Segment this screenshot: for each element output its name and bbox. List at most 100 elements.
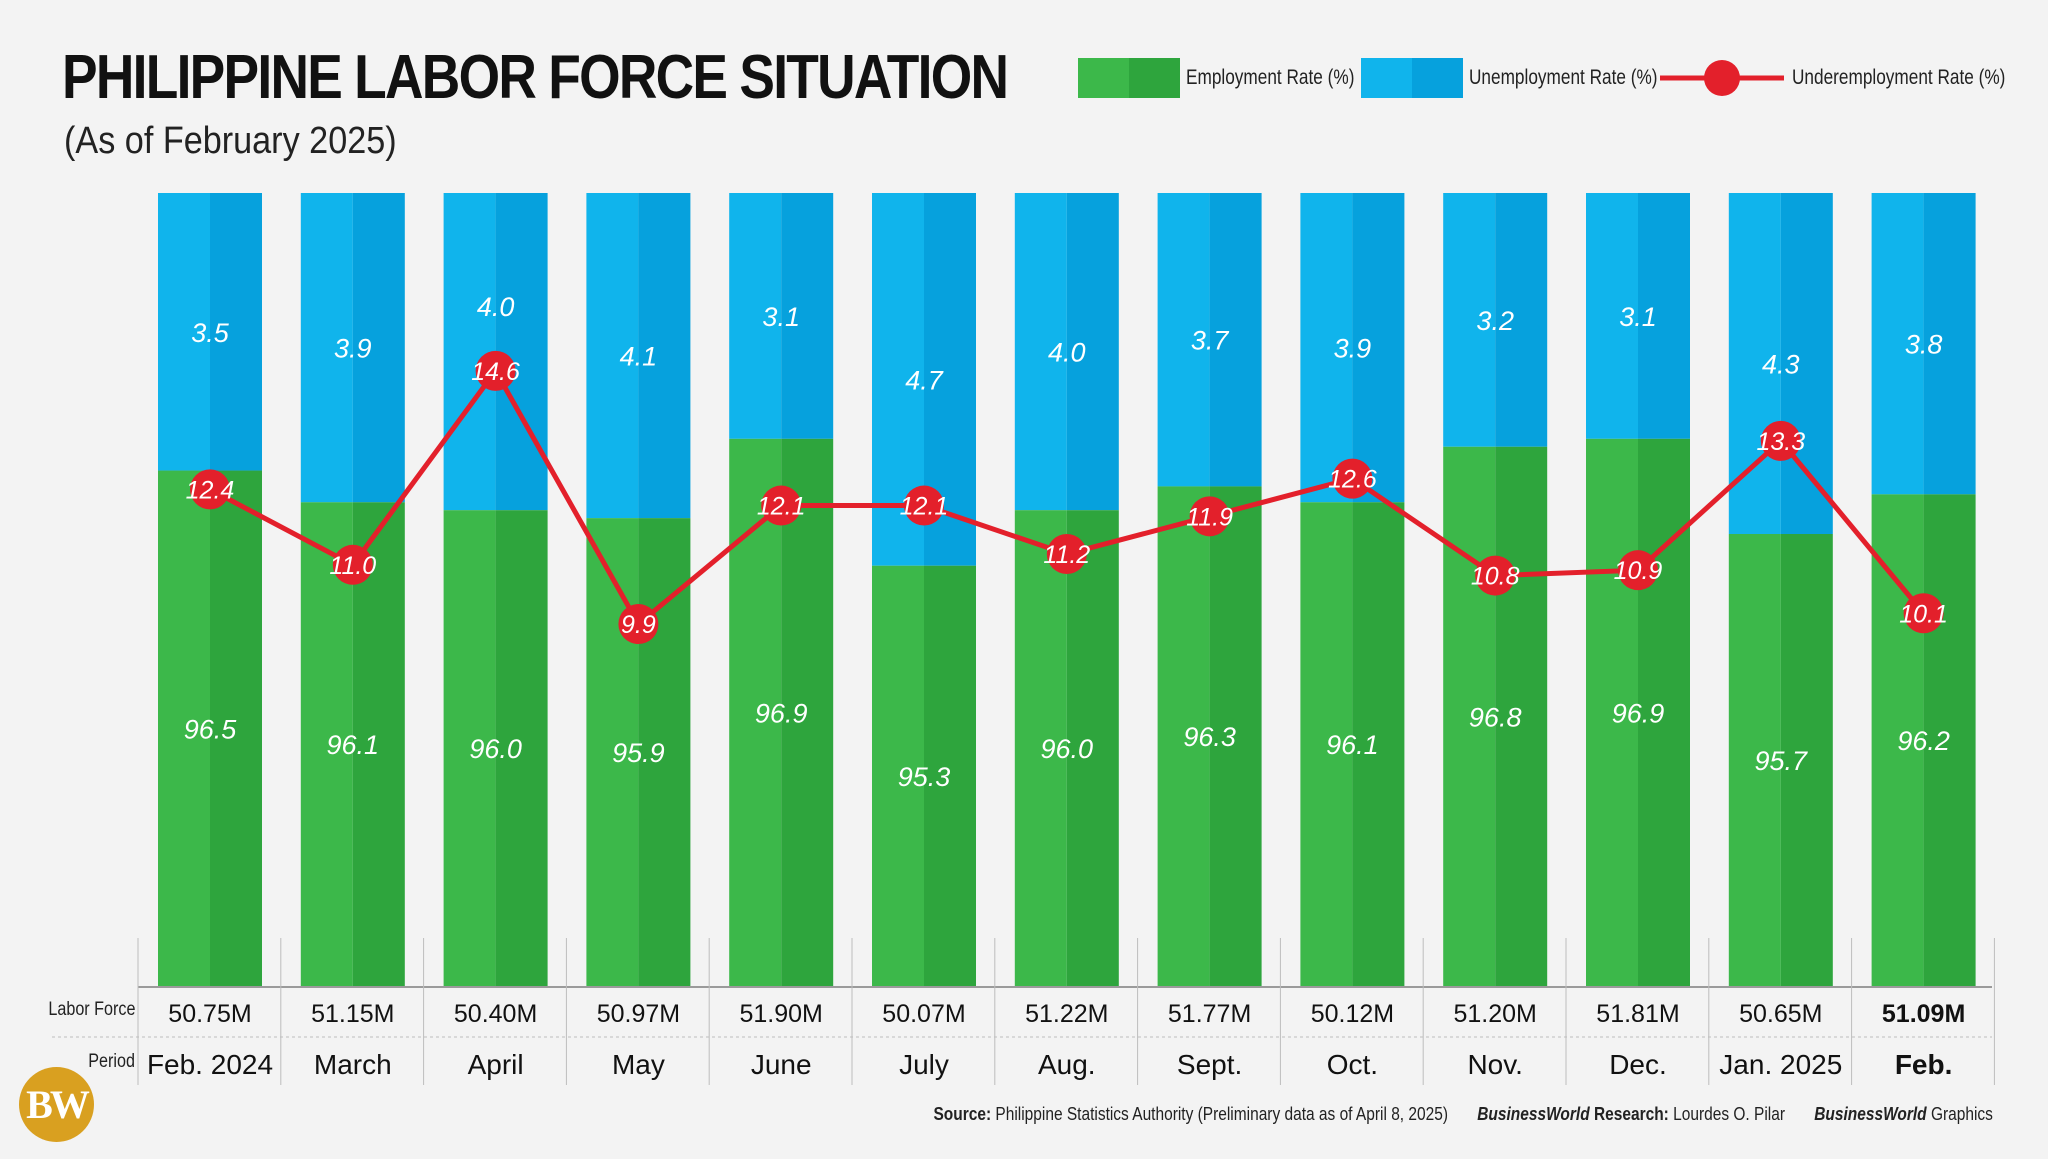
underemployment-point: [332, 544, 373, 585]
unemployment-value-label: 4.1: [620, 342, 658, 372]
employment-value-label: 95.9: [612, 738, 665, 768]
legend-label-unemployment: Unemployment Rate (%): [1469, 66, 1658, 89]
legend-label-underemployment: Underemployment Rate (%): [1792, 66, 2006, 89]
underemployment-point: [475, 350, 516, 391]
employment-value-label: 96.3: [1183, 722, 1236, 752]
period-label: Feb. 2024: [147, 1049, 273, 1080]
underemployment-value-label: 13.3: [1756, 428, 1805, 456]
bar-unemployment-shade: [1495, 193, 1548, 447]
employment-value-label: 96.8: [1469, 702, 1522, 732]
labor-force-value: 50.40M: [454, 1000, 537, 1028]
bar-unemployment: [158, 193, 210, 471]
legend-item-underemployment: Underemployment Rate (%): [1658, 58, 2048, 98]
legend-item-employment: Employment Rate (%): [1078, 58, 1391, 98]
bar-unemployment-shade: [638, 193, 691, 519]
labor-force-value: 50.97M: [597, 1000, 680, 1028]
bar-unemployment-shade: [1209, 193, 1262, 487]
period-label: July: [899, 1049, 949, 1080]
employment-value-label: 96.1: [1326, 730, 1379, 760]
underemployment-point: [1189, 496, 1230, 537]
underemployment-value-label: 11.0: [329, 552, 376, 580]
employment-value-label: 96.5: [184, 714, 238, 744]
period-label: March: [314, 1049, 392, 1080]
legend-swatch-employment: [1078, 58, 1180, 98]
labor-force-row-label: Labor Force: [47, 999, 135, 1020]
bar-employment-shade: [1209, 486, 1262, 986]
bar-unemployment-shade: [495, 193, 548, 511]
employment-value-label: 96.1: [327, 730, 380, 760]
unemployment-value-label: 3.5: [191, 318, 230, 348]
labor-force-value: 50.75M: [168, 1000, 251, 1028]
bar-unemployment-shade: [1923, 193, 1976, 495]
bar-unemployment: [586, 193, 639, 519]
underemployment-point: [1332, 458, 1373, 499]
bar-employment-shade: [495, 510, 548, 986]
underemployment-point: [190, 469, 230, 510]
underemployment-value-label: 9.9: [621, 611, 656, 639]
labor-force-value: 51.77M: [1168, 1000, 1251, 1028]
footer-source: Source: Philippine Statistics Authority …: [933, 1104, 1449, 1124]
unemployment-value-label: 3.8: [1905, 330, 1943, 360]
bar-employment-shade: [1352, 502, 1405, 986]
employment-value-label: 96.2: [1897, 726, 1950, 756]
businessworld-logo: BW: [19, 1067, 94, 1142]
employment-value-label: 96.9: [1612, 698, 1665, 728]
employment-value-label: 95.7: [1755, 746, 1809, 776]
unemployment-value-label: 3.7: [1191, 326, 1230, 356]
underemployment-value-label: 12.4: [186, 476, 235, 504]
bar-unemployment: [1871, 193, 1924, 495]
legend-swatch-unemployment: [1361, 58, 1463, 98]
bar-unemployment-shade: [1352, 193, 1405, 503]
underemployment-point: [1046, 534, 1087, 575]
bar-unemployment: [300, 193, 353, 503]
period-row-label: Period: [88, 1051, 135, 1072]
unemployment-value-label: 4.3: [1762, 349, 1800, 379]
footer-research: BusinessWorld Research: Lourdes O. Pilar: [1477, 1104, 1786, 1124]
unemployment-value-label: 4.0: [477, 292, 515, 322]
unemployment-value-label: 3.1: [762, 302, 800, 332]
period-label: Aug.: [1038, 1049, 1096, 1080]
bar-employment-shade: [1780, 533, 1833, 986]
underemployment-point: [1618, 550, 1658, 591]
underemployment-point: [761, 485, 802, 526]
legend-label-employment: Employment Rate (%): [1186, 66, 1355, 89]
employment-value-label: 96.0: [1041, 734, 1094, 764]
labor-force-value: 51.81M: [1596, 1000, 1679, 1028]
labor-force-value: 51.15M: [311, 1000, 394, 1028]
bar-employment-shade: [781, 438, 834, 987]
period-label: Jan. 2025: [1719, 1049, 1842, 1080]
period-label: May: [612, 1049, 665, 1080]
period-label: April: [468, 1049, 524, 1080]
chart-title: PHILIPPINE LABOR FORCE SITUATION: [62, 43, 1009, 112]
labor-force-value: 51.09M: [1882, 1000, 1965, 1028]
underemployment-value-label: 10.9: [1614, 557, 1663, 585]
employment-value-label: 96.0: [469, 734, 522, 764]
underemployment-value-label: 11.2: [1043, 541, 1090, 569]
labor-force-value: 50.07M: [882, 1000, 965, 1028]
bar-unemployment-shade: [210, 193, 262, 471]
bar-employment-shade: [638, 518, 691, 986]
bar-unemployment: [443, 193, 496, 511]
labor-force-value: 51.90M: [740, 1000, 823, 1028]
period-label: June: [751, 1049, 812, 1080]
footer-graphics: BusinessWorld Graphics: [1814, 1104, 1993, 1124]
period-label: Feb.: [1895, 1049, 1953, 1080]
unemployment-value-label: 4.0: [1048, 338, 1086, 368]
bar-unemployment: [1014, 193, 1067, 511]
underemployment-point: [904, 485, 944, 526]
period-label: Oct.: [1327, 1049, 1378, 1080]
bar-employment: [158, 470, 210, 986]
bar-employment: [1157, 486, 1210, 986]
period-label: Sept.: [1177, 1049, 1242, 1080]
labor-force-value: 51.22M: [1025, 1000, 1108, 1028]
employment-value-label: 95.3: [898, 762, 951, 792]
bar-employment: [300, 502, 353, 986]
underemployment-value-label: 10.8: [1471, 563, 1520, 591]
bar-unemployment: [1443, 193, 1496, 447]
bar-unemployment-shade: [1780, 193, 1833, 534]
unemployment-value-label: 3.9: [334, 334, 372, 364]
bar-employment: [1871, 494, 1924, 986]
labor-force-value: 50.12M: [1311, 1000, 1394, 1028]
bar-unemployment: [1300, 193, 1353, 503]
bar-unemployment-shade: [1638, 193, 1690, 439]
